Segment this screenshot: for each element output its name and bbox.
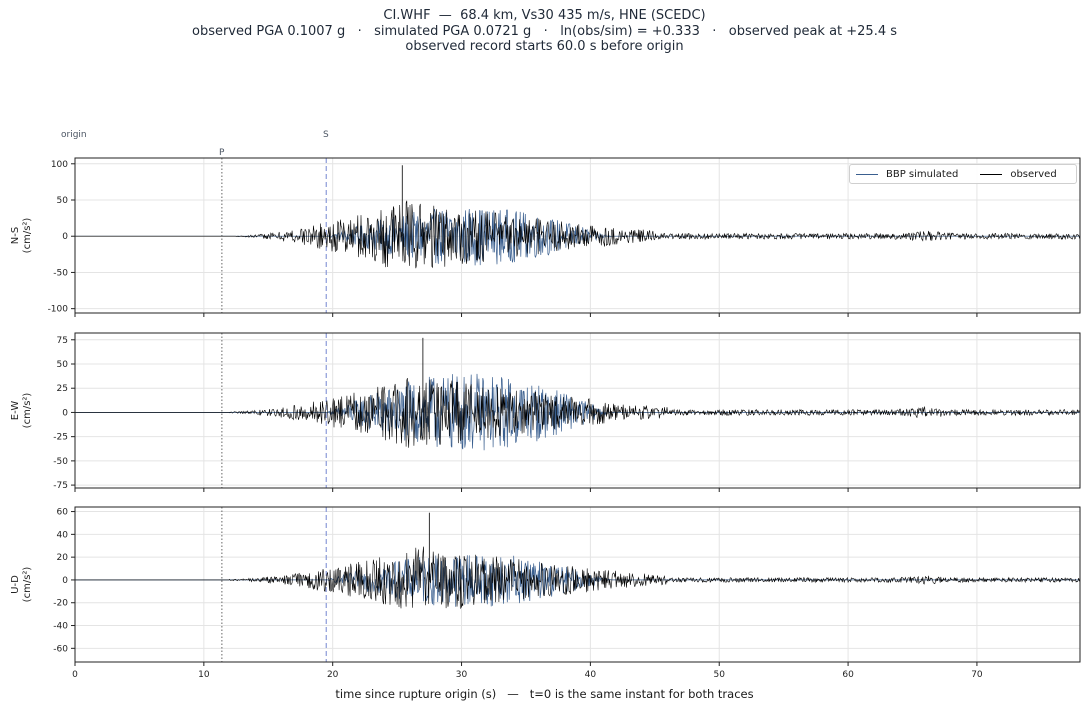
legend-item-observed: observed (980, 168, 1057, 180)
x-tick-label: 40 (585, 670, 597, 680)
observed-trace (75, 546, 1081, 609)
x-tick-label: 60 (842, 670, 854, 680)
plot-frame (74, 332, 1081, 489)
y-axis-label-component: E-W (10, 401, 21, 421)
plot-frame (74, 157, 1081, 314)
y-tick-label: 75 (57, 336, 68, 346)
y-tick-label: 40 (57, 530, 69, 540)
y-tick-label: 20 (57, 553, 69, 563)
y-tick-label: -20 (53, 599, 68, 609)
x-tick-label: 20 (327, 670, 339, 680)
observed-trace (75, 200, 1081, 269)
x-tick-label: 50 (714, 670, 726, 680)
title-line-2: observed PGA 0.1007 g · simulated PGA 0.… (191, 23, 898, 39)
legend-swatch-observed (980, 173, 1003, 175)
plot-frame (74, 506, 1081, 663)
x-tick-label: 0 (72, 670, 78, 680)
ns-component-panel: -100 -50 0 50 100 N-S (cm/s²) (10, 157, 1081, 317)
y-tick-label: 25 (57, 384, 68, 394)
y-tick-label: -25 (53, 433, 68, 443)
y-tick-label: 50 (57, 196, 69, 206)
y-tick-label: 50 (57, 360, 69, 370)
x-tick-label: 10 (198, 670, 210, 680)
y-tick-label: -75 (53, 481, 68, 491)
title-line-3: observed record starts 60.0 s before ori… (405, 39, 684, 54)
simulated-trace (75, 373, 1080, 451)
p-arrival-label: P (219, 148, 225, 158)
y-axis-label-component: N-S (10, 227, 21, 244)
y-axis-label-units: (cm/s²) (22, 218, 33, 254)
simulated-trace (75, 208, 1080, 266)
legend-label-observed: observed (1010, 168, 1057, 180)
origin-marker-label: origin (61, 130, 87, 140)
x-tick-label: 30 (456, 670, 468, 680)
y-axis-label-component: U-D (10, 575, 21, 594)
x-axis-label: time since rupture origin (s) — t=0 is t… (335, 687, 754, 701)
legend: BBP simulated observed (849, 164, 1077, 184)
y-tick-label: 100 (51, 160, 68, 170)
y-tick-label: 0 (62, 408, 68, 418)
legend-swatch-simulated (856, 173, 878, 175)
y-tick-label: 0 (62, 232, 68, 242)
ud-component-panel: -60 -40 -20 0 20 40 60 0 10 20 30 40 50 60 70 U-D (cm/s²… (10, 506, 1081, 680)
observed-trace (75, 378, 1081, 448)
y-tick-label: -100 (48, 305, 69, 315)
y-tick-label: 0 (62, 576, 68, 586)
legend-item-simulated: BBP simulated (856, 169, 958, 180)
ew-component-panel: -75 -50 -25 0 25 50 75 E-W (cm/s²) (10, 332, 1081, 492)
y-tick-label: -50 (53, 268, 68, 278)
y-axis-label-units: (cm/s²) (22, 567, 33, 603)
s-arrival-label: S (323, 130, 329, 140)
title-line-1: CI.WHF — 68.4 km, Vs30 435 m/s, HNE (SCE… (383, 8, 706, 23)
chart-title: CI.WHF — 68.4 km, Vs30 435 m/s, HNE (SCE… (0, 8, 1089, 55)
y-tick-label: -40 (53, 622, 68, 632)
y-axis-label-units: (cm/s²) (22, 393, 33, 429)
y-tick-label: -60 (53, 644, 68, 654)
legend-label-simulated: BBP simulated (886, 168, 959, 180)
y-tick-label: 60 (57, 508, 69, 518)
x-tick-label: 70 (971, 670, 983, 680)
y-tick-label: -50 (53, 457, 68, 467)
